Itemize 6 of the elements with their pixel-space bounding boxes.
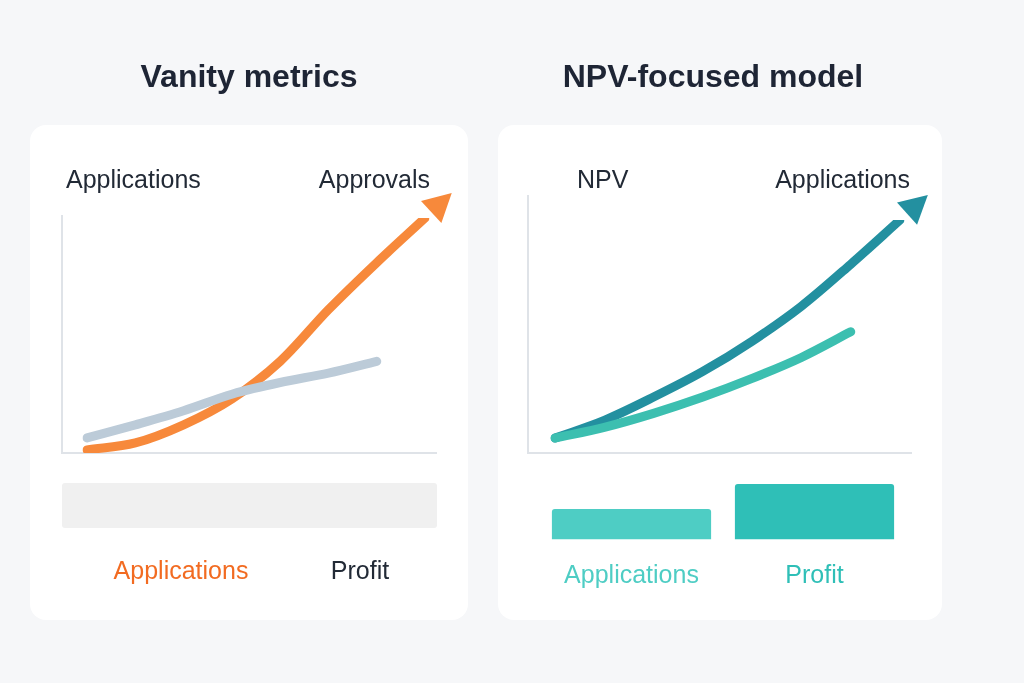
chart-title: NPV-focused model (561, 58, 865, 95)
chart-title: Vanity metrics (139, 58, 359, 95)
text: Applications (66, 165, 201, 194)
text: Applications (775, 165, 910, 194)
text: NPV (577, 165, 629, 194)
text: Approvals (318, 165, 430, 194)
